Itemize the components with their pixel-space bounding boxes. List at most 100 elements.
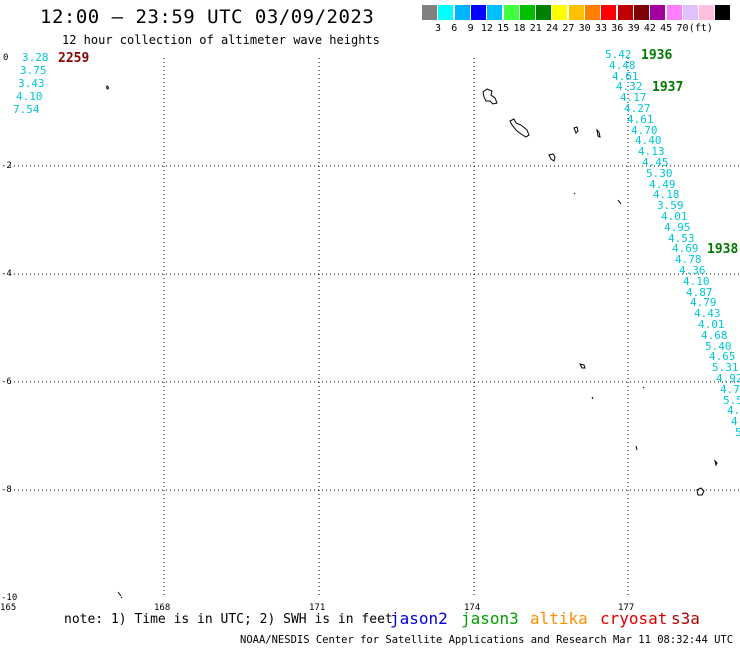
footnote: note: 1) Time is in UTC; 2) SWH is in fe… bbox=[64, 612, 393, 627]
mission-label: s3a bbox=[671, 609, 700, 628]
scale-swatch bbox=[519, 5, 535, 20]
scale-label: 70 bbox=[676, 23, 689, 34]
scale-swatch bbox=[536, 5, 552, 20]
scale-label: 21 bbox=[529, 23, 542, 34]
latitude-label: -10 bbox=[1, 593, 18, 603]
island bbox=[573, 126, 579, 134]
scale-swatch bbox=[699, 5, 715, 20]
track-time-label: 1937 bbox=[652, 80, 684, 95]
wave-height-value: 4.69 bbox=[672, 242, 699, 255]
island bbox=[591, 396, 594, 400]
mission-label: altika bbox=[530, 609, 588, 628]
scale-swatch bbox=[633, 5, 649, 20]
wave-height-value: 5.42 bbox=[605, 48, 632, 61]
wave-height-value: 4.95 bbox=[664, 221, 691, 234]
scale-swatch bbox=[650, 5, 666, 20]
longitude-label: 171 bbox=[309, 603, 326, 613]
scale-swatch bbox=[568, 5, 584, 20]
scale-swatch bbox=[438, 5, 454, 20]
island bbox=[482, 88, 498, 105]
scale-label: 30 bbox=[578, 23, 591, 34]
map-subtitle: 12 hour collection of altimeter wave hei… bbox=[62, 33, 380, 47]
mission-label: jason2 bbox=[390, 609, 448, 628]
scale-swatch bbox=[617, 5, 633, 20]
track-time-label: 2259 bbox=[58, 51, 90, 66]
wave-height-value: 4. bbox=[727, 404, 740, 417]
longitude-label: 174 bbox=[464, 603, 481, 613]
wave-height-value: 4.13 bbox=[638, 145, 665, 158]
scale-label: 18 bbox=[513, 23, 526, 34]
scale-label: 24 bbox=[546, 23, 559, 34]
wave-height-value: 5.40 bbox=[705, 340, 732, 353]
wave-height-value: 5.31 bbox=[712, 361, 739, 374]
island bbox=[106, 85, 109, 90]
latitude-label: 0 bbox=[3, 53, 9, 63]
wave-height-value: 5.5 bbox=[723, 394, 740, 407]
scale-label: 36 bbox=[611, 23, 624, 34]
island bbox=[696, 487, 705, 496]
wave-height-value: 4.27 bbox=[624, 102, 651, 115]
island bbox=[714, 459, 718, 467]
island bbox=[579, 363, 586, 369]
wave-height-value: 4.10 bbox=[683, 275, 710, 288]
scale-swatch bbox=[666, 5, 682, 20]
island bbox=[617, 199, 622, 205]
wave-height-value: 7.54 bbox=[13, 103, 40, 116]
island bbox=[635, 445, 638, 451]
latitude-label: -8 bbox=[1, 485, 12, 495]
latitude-label: -6 bbox=[1, 377, 12, 387]
scale-swatch bbox=[422, 5, 437, 20]
scale-swatch bbox=[470, 5, 486, 20]
island bbox=[596, 128, 601, 138]
wave-height-value: 4.01 bbox=[698, 318, 725, 331]
scale-label: 33 bbox=[594, 23, 608, 34]
scale-label: 39 bbox=[627, 23, 640, 34]
wave-height-value: 4.70 bbox=[631, 124, 658, 137]
wave-height-value: 4.61 bbox=[612, 70, 639, 83]
island bbox=[642, 386, 645, 389]
wave-height-value: 4.53 bbox=[668, 232, 695, 245]
graticule bbox=[10, 58, 740, 598]
scale-label: 15 bbox=[497, 23, 510, 34]
island bbox=[548, 153, 556, 162]
wave-height-value: 4.43 bbox=[694, 307, 721, 320]
mission-label: cryosat bbox=[600, 609, 668, 628]
wave-height-value: 4.61 bbox=[627, 113, 654, 126]
longitude-label: 165 bbox=[0, 603, 17, 613]
scale-swatch bbox=[585, 5, 600, 20]
scale-label: 9 bbox=[467, 23, 474, 34]
wave-height-value: 3.43 bbox=[18, 77, 45, 90]
island bbox=[117, 591, 123, 599]
wave-height-value: 5 bbox=[735, 426, 740, 439]
wave-height-value: 4.49 bbox=[649, 178, 676, 191]
wave-height-value: 4.78 bbox=[675, 253, 702, 266]
scale-label: 3 bbox=[434, 23, 442, 34]
wave-height-value: 4.10 bbox=[16, 90, 43, 103]
scale-label: 45 bbox=[660, 23, 673, 34]
wave-height-value: 4.40 bbox=[635, 134, 662, 147]
scale-label: 6 bbox=[451, 23, 458, 34]
wave-height-value: 4.17 bbox=[620, 91, 647, 104]
scale-label: 42 bbox=[643, 23, 656, 34]
scale-label: 12 bbox=[480, 23, 493, 34]
island bbox=[573, 192, 576, 195]
wave-height-value: 4.92 bbox=[716, 372, 740, 385]
wave-height-value: 4.65 bbox=[709, 350, 736, 363]
scale-label: 27 bbox=[562, 23, 575, 34]
scale-swatch bbox=[682, 5, 698, 20]
wave-height-value: 3.75 bbox=[20, 64, 47, 77]
wave-height-value: 4.79 bbox=[690, 296, 717, 309]
island bbox=[509, 118, 530, 138]
latitude-label: -4 bbox=[1, 269, 12, 279]
wave-height-value: 4.87 bbox=[686, 286, 713, 299]
longitude-label: 168 bbox=[154, 603, 171, 613]
latitude-label: -2 bbox=[1, 161, 12, 171]
scale-swatch bbox=[715, 5, 731, 20]
track-time-label: 1936 bbox=[641, 48, 673, 63]
wave-height-value: 4.48 bbox=[609, 59, 636, 72]
scale-label: (ft) bbox=[688, 23, 713, 34]
longitude-label: 177 bbox=[618, 603, 635, 613]
wave-height-value: 4.68 bbox=[701, 329, 728, 342]
track-time-label: 1938 bbox=[707, 242, 739, 257]
